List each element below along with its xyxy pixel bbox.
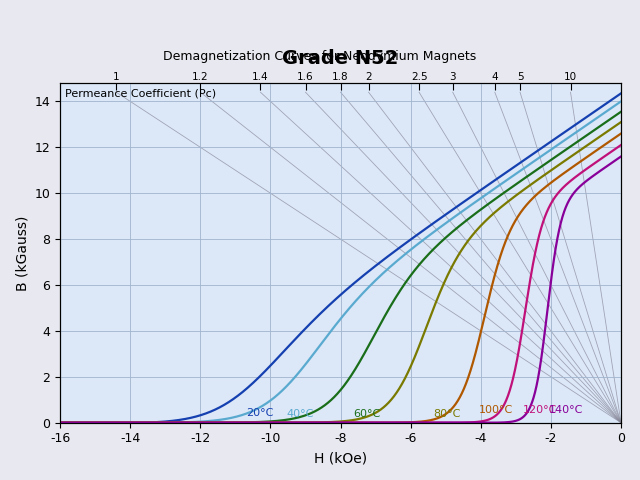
Text: 100°C: 100°C — [479, 405, 513, 415]
X-axis label: H (kOe): H (kOe) — [314, 451, 367, 465]
Text: 40°C: 40°C — [286, 408, 314, 419]
Y-axis label: B (kGauss): B (kGauss) — [15, 215, 29, 290]
Text: 140°C: 140°C — [549, 405, 584, 415]
Text: Demagnetization Curves for Neodymium Magnets: Demagnetization Curves for Neodymium Mag… — [163, 50, 477, 63]
Text: 60°C: 60°C — [353, 408, 380, 419]
Text: 120°C: 120°C — [523, 405, 557, 415]
Title: Grade N52: Grade N52 — [282, 48, 399, 68]
Text: 20°C: 20°C — [246, 408, 273, 418]
Text: 80°C: 80°C — [433, 408, 461, 419]
Text: Permeance Coefficient (Pc): Permeance Coefficient (Pc) — [65, 89, 216, 99]
